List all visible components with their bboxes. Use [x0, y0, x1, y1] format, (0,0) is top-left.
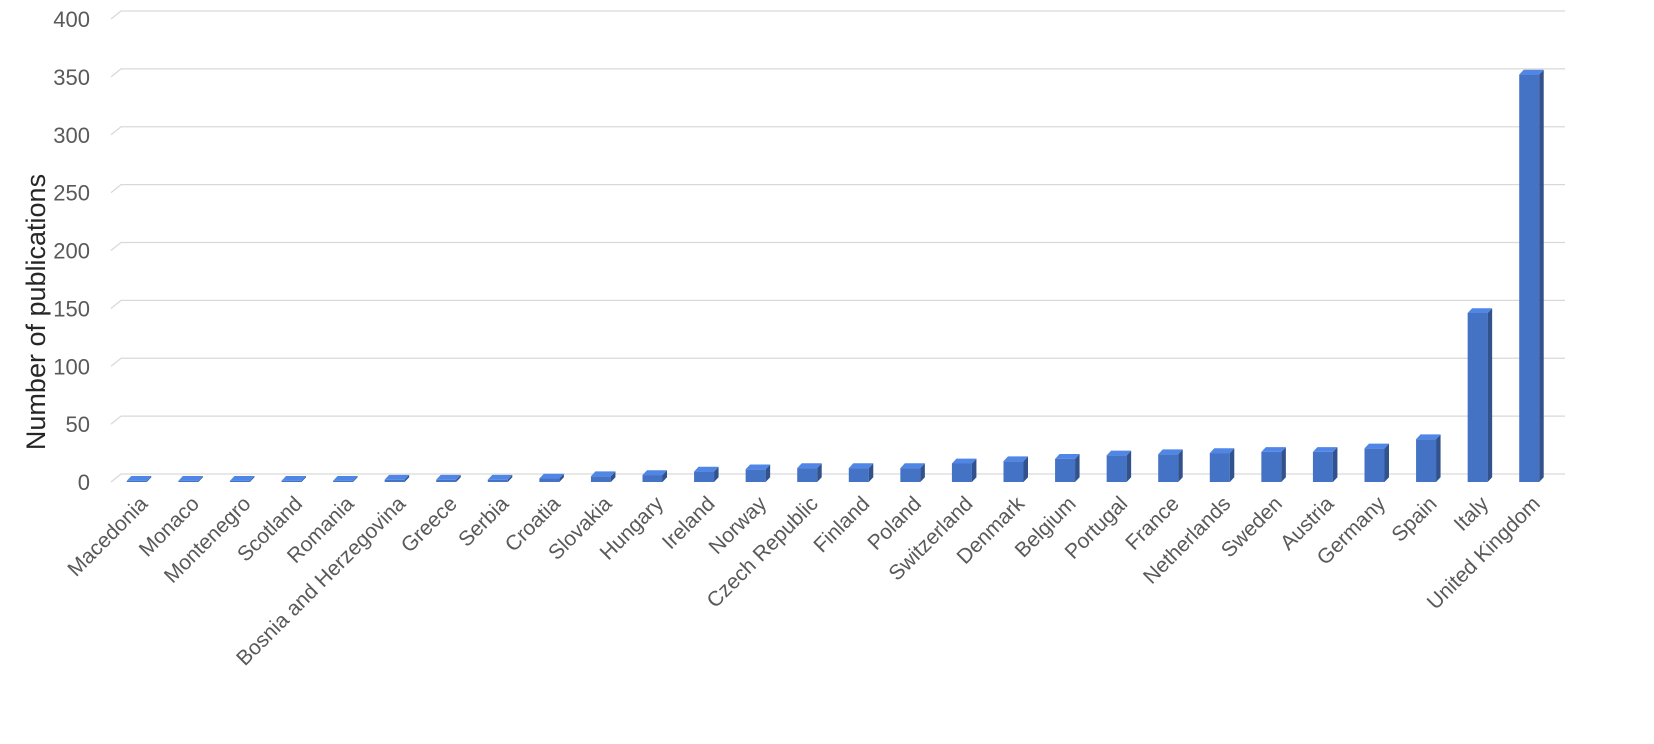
y-tick-label: 250 [53, 181, 90, 206]
bar-greece [436, 474, 461, 482]
gridlines [110, 10, 1565, 483]
bar-denmark [1003, 456, 1028, 482]
bar-united-kingdom [1519, 69, 1544, 482]
bar-poland [900, 463, 925, 482]
bar-france [1158, 449, 1183, 482]
bar-netherlands [1209, 448, 1235, 482]
bar-croatia [539, 473, 564, 482]
gridline-300 [110, 126, 1565, 136]
x-tick-label: Macedonia [63, 492, 152, 581]
gridline-50 [110, 415, 1565, 425]
y-tick-label: 50 [66, 412, 90, 437]
y-tick-label: 100 [53, 354, 90, 379]
gridline-100 [110, 357, 1565, 367]
x-tick-label: Greece [397, 492, 462, 557]
y-tick-label: 200 [53, 239, 90, 264]
bar-scotland [281, 476, 306, 482]
y-tick-label: 150 [53, 296, 90, 321]
x-tick-label: Finland [809, 492, 874, 557]
y-tick-label: 0 [78, 470, 90, 495]
x-tick-label: Spain [1387, 492, 1441, 546]
bar-czech-republic [797, 463, 822, 482]
bar-switzerland [951, 458, 977, 482]
bar-slovakia [590, 471, 616, 482]
gridline-0 [110, 473, 1565, 483]
bar-spain [1416, 434, 1441, 482]
bar-macedonia [126, 476, 152, 482]
bar-finland [848, 463, 874, 482]
bar-bosnia-and-herzegovina [384, 474, 410, 482]
bar-sweden [1261, 447, 1286, 482]
bar-serbia [487, 474, 513, 482]
y-axis-label: Number of publications [21, 174, 51, 450]
bar-ireland [694, 466, 719, 482]
gridline-150 [110, 299, 1565, 309]
bars [126, 69, 1544, 482]
gridline-350 [110, 68, 1565, 78]
bar-germany [1364, 443, 1389, 482]
gridline-250 [110, 183, 1565, 194]
bar-monaco [178, 476, 203, 482]
y-axis-ticks: 0 50 100 150 200 250 300 350 400 [53, 7, 90, 495]
x-tick-label: Italy [1450, 492, 1494, 536]
bar-portugal [1106, 450, 1132, 482]
y-tick-label: 300 [53, 123, 90, 148]
gridline-400 [110, 10, 1565, 20]
y-tick-label: 350 [53, 65, 90, 90]
bar-italy [1467, 308, 1493, 482]
bar-belgium [1055, 454, 1080, 482]
gridline-200 [110, 241, 1565, 252]
y-tick-label: 400 [53, 7, 90, 32]
x-axis-ticks: MacedoniaMonacoMontenegroScotlandRomania… [63, 492, 1544, 670]
bar-montenegro [229, 476, 255, 482]
bar-hungary [642, 470, 667, 482]
bar-norway [745, 464, 771, 482]
bar-romania [333, 476, 358, 482]
bar-austria [1312, 447, 1338, 482]
